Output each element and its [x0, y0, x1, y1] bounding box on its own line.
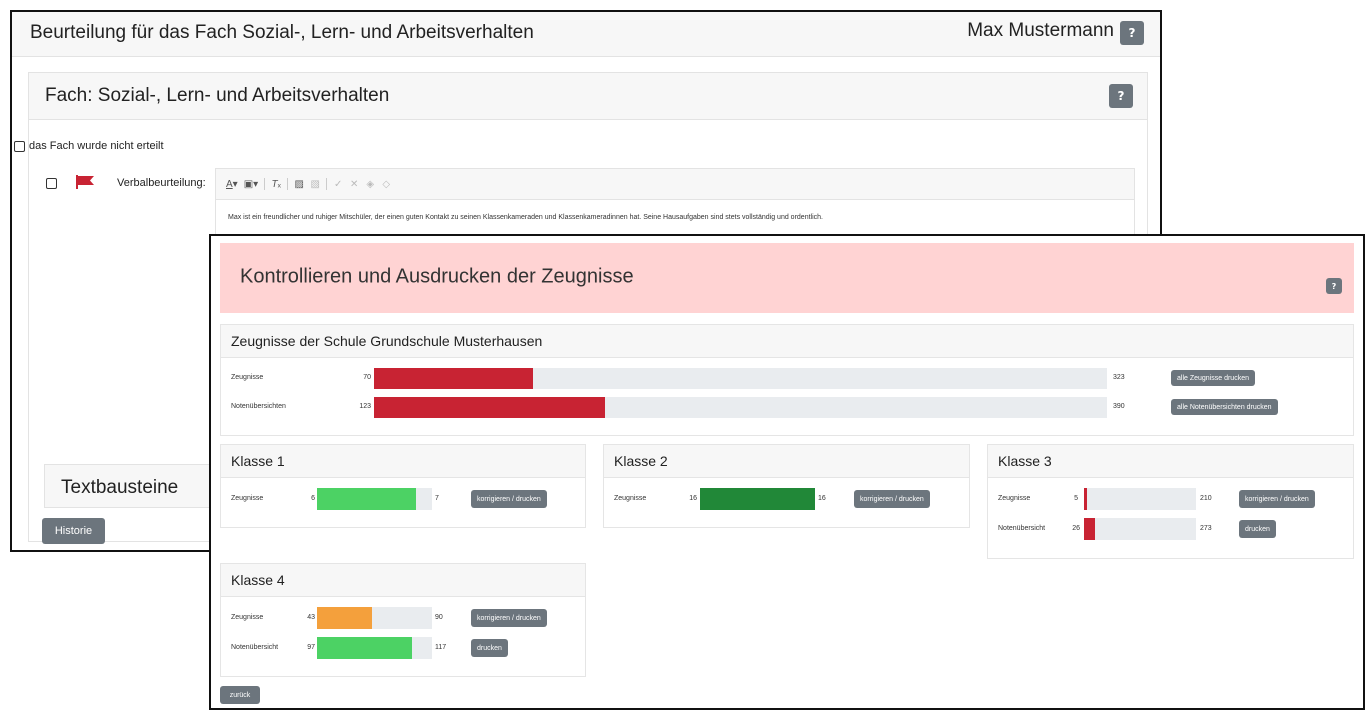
class-row-label: Notenübersicht — [998, 525, 1046, 532]
class-row-done: 43 — [307, 614, 315, 621]
school-row-total: 323 — [1113, 374, 1125, 381]
class-row-done: 97 — [307, 644, 315, 651]
class-row-total: 210 — [1200, 495, 1212, 502]
report-control-title: Kontrollieren und Ausdrucken der Zeugnis… — [240, 265, 634, 288]
not-given-checkbox-row[interactable]: das Fach wurde nicht erteilt — [14, 140, 164, 152]
school-row-total: 390 — [1113, 403, 1125, 410]
not-given-checkbox[interactable] — [14, 140, 25, 152]
correct-print-button[interactable]: korrigieren / drucken — [471, 490, 547, 508]
historie-button[interactable]: Historie — [42, 518, 105, 544]
class-row-total: 117 — [435, 644, 447, 651]
class-row-total: 90 — [435, 614, 443, 621]
school-progress-fill — [374, 368, 533, 389]
class-row-label: Zeugnisse — [231, 495, 264, 502]
class-row-done: 5 — [1074, 495, 1078, 502]
class-progress-bar — [1084, 518, 1196, 540]
class-row-total: 16 — [818, 495, 826, 502]
background-color-icon[interactable]: ▣▾ — [243, 178, 259, 190]
print-button[interactable]: drucken — [1239, 520, 1276, 538]
editor-toolbar: A▾ ▣▾ Tₓ ▨ ▧ ✓ ✕ ◈ ◇ — [216, 169, 1134, 200]
class-progress-fill — [1084, 518, 1095, 540]
print-button[interactable]: drucken — [471, 639, 508, 657]
school-title: Zeugnisse der Schule Grundschule Musterh… — [231, 333, 543, 349]
textbausteine-title: Textbausteine — [61, 477, 179, 498]
class-card-3: Klasse 3 Zeugnisse 5 210 korrigieren / d… — [987, 444, 1354, 559]
subject-title: Fach: Sozial-, Lern- und Arbeitsverhalte… — [45, 85, 390, 106]
school-progress-bar — [374, 397, 1107, 418]
report-control-header: Kontrollieren und Ausdrucken der Zeugnis… — [220, 243, 1354, 313]
print-all-overviews-button[interactable]: alle Notenübersichten drucken — [1171, 399, 1278, 415]
class-card-header: Klasse 2 — [604, 445, 969, 478]
toolbar-divider — [287, 178, 289, 190]
class-title: Klasse 2 — [614, 453, 668, 469]
remove-icon[interactable]: ✕ — [349, 178, 359, 190]
toolbar-divider — [326, 178, 328, 190]
class-title: Klasse 1 — [231, 453, 285, 469]
accept-icon[interactable]: ◈ — [366, 178, 375, 190]
class-card-2: Klasse 2 Zeugnisse 16 16 korrigieren / d… — [603, 444, 970, 528]
correct-print-button[interactable]: korrigieren / drucken — [471, 609, 547, 627]
user-name: Max Mustermann — [967, 20, 1114, 41]
not-given-label: das Fach wurde nicht erteilt — [29, 140, 164, 152]
reject-icon[interactable]: ◇ — [382, 178, 391, 190]
class-progress-fill — [317, 637, 413, 659]
class-title: Klasse 3 — [998, 453, 1052, 469]
clear-format-icon[interactable]: Tₓ — [271, 178, 281, 190]
class-card-header: Klasse 3 — [988, 445, 1353, 478]
correct-print-button[interactable]: korrigieren / drucken — [1239, 490, 1315, 508]
class-progress-bar — [1084, 488, 1196, 510]
toolbar-divider — [264, 178, 266, 190]
class-card-1: Klasse 1 Zeugnisse 6 7 korrigieren / dru… — [220, 444, 586, 528]
class-title: Klasse 4 — [231, 572, 285, 588]
help-button[interactable]: ? — [1120, 21, 1144, 45]
class-row-total: 273 — [1200, 525, 1212, 532]
print-all-reports-button[interactable]: alle Zeugnisse drucken — [1171, 370, 1255, 386]
assessment-header: Beurteilung für das Fach Sozial-, Lern- … — [12, 12, 1160, 57]
class-row-label: Notenübersicht — [231, 644, 279, 651]
school-row-label: Notenübersichten — [231, 403, 286, 410]
verbal-label: Verbalbeurteilung: — [117, 177, 206, 189]
subject-header: Fach: Sozial-, Lern- und Arbeitsverhalte… — [29, 73, 1147, 120]
back-button[interactable]: zurück — [220, 686, 260, 704]
class-row-label: Zeugnisse — [231, 614, 264, 621]
school-progress-fill — [374, 397, 606, 418]
class-row-label: Zeugnisse — [614, 495, 647, 502]
school-header: Zeugnisse der Schule Grundschule Musterh… — [221, 325, 1353, 358]
font-color-icon[interactable]: A▾ — [226, 178, 238, 190]
textbausteine-panel: Textbausteine — [44, 464, 214, 508]
class-progress-bar — [317, 607, 432, 629]
class-card-4: Klasse 4 Zeugnisse 43 90 korrigieren / d… — [220, 563, 586, 677]
class-row-done: 16 — [689, 495, 697, 502]
paste-text-icon[interactable]: ▨ — [294, 178, 304, 190]
report-help-button[interactable]: ? — [1326, 278, 1342, 294]
assessment-title: Beurteilung für das Fach Sozial-, Lern- … — [30, 22, 534, 43]
verbal-text[interactable]: Max ist ein freundlicher und ruhiger Mit… — [228, 214, 823, 221]
school-row-done: 70 — [363, 374, 371, 381]
school-row-label: Zeugnisse — [231, 374, 264, 381]
class-progress-fill — [700, 488, 815, 510]
class-card-header: Klasse 4 — [221, 564, 585, 597]
report-control-window: Kontrollieren und Ausdrucken der Zeugnis… — [209, 234, 1365, 710]
class-row-label: Zeugnisse — [998, 495, 1031, 502]
paste-word-icon[interactable]: ▧ — [310, 178, 320, 190]
school-row-done: 123 — [359, 403, 371, 410]
subject-help-button[interactable]: ? — [1109, 84, 1133, 108]
verbal-select-checkbox[interactable] — [46, 178, 57, 189]
class-card-header: Klasse 1 — [221, 445, 585, 478]
class-progress-bar — [317, 637, 432, 659]
class-progress-bar — [317, 488, 432, 510]
class-progress-bar — [700, 488, 815, 510]
school-card: Zeugnisse der Schule Grundschule Musterh… — [220, 324, 1354, 436]
class-row-done: 6 — [311, 495, 315, 502]
correct-print-button[interactable]: korrigieren / drucken — [854, 490, 930, 508]
class-progress-fill — [1084, 488, 1087, 510]
class-progress-fill — [317, 488, 416, 510]
school-progress-bar — [374, 368, 1107, 389]
class-row-done: 26 — [1072, 525, 1080, 532]
class-progress-fill — [317, 607, 372, 629]
class-row-total: 7 — [435, 495, 439, 502]
flag-icon[interactable] — [75, 174, 95, 190]
subject-card: Fach: Sozial-, Lern- und Arbeitsverhalte… — [28, 72, 1148, 542]
spellcheck-icon[interactable]: ✓ — [333, 178, 343, 190]
